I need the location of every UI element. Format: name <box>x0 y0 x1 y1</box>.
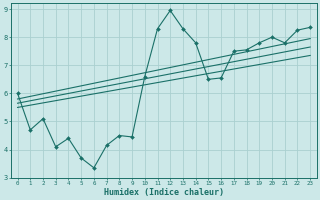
X-axis label: Humidex (Indice chaleur): Humidex (Indice chaleur) <box>104 188 224 197</box>
